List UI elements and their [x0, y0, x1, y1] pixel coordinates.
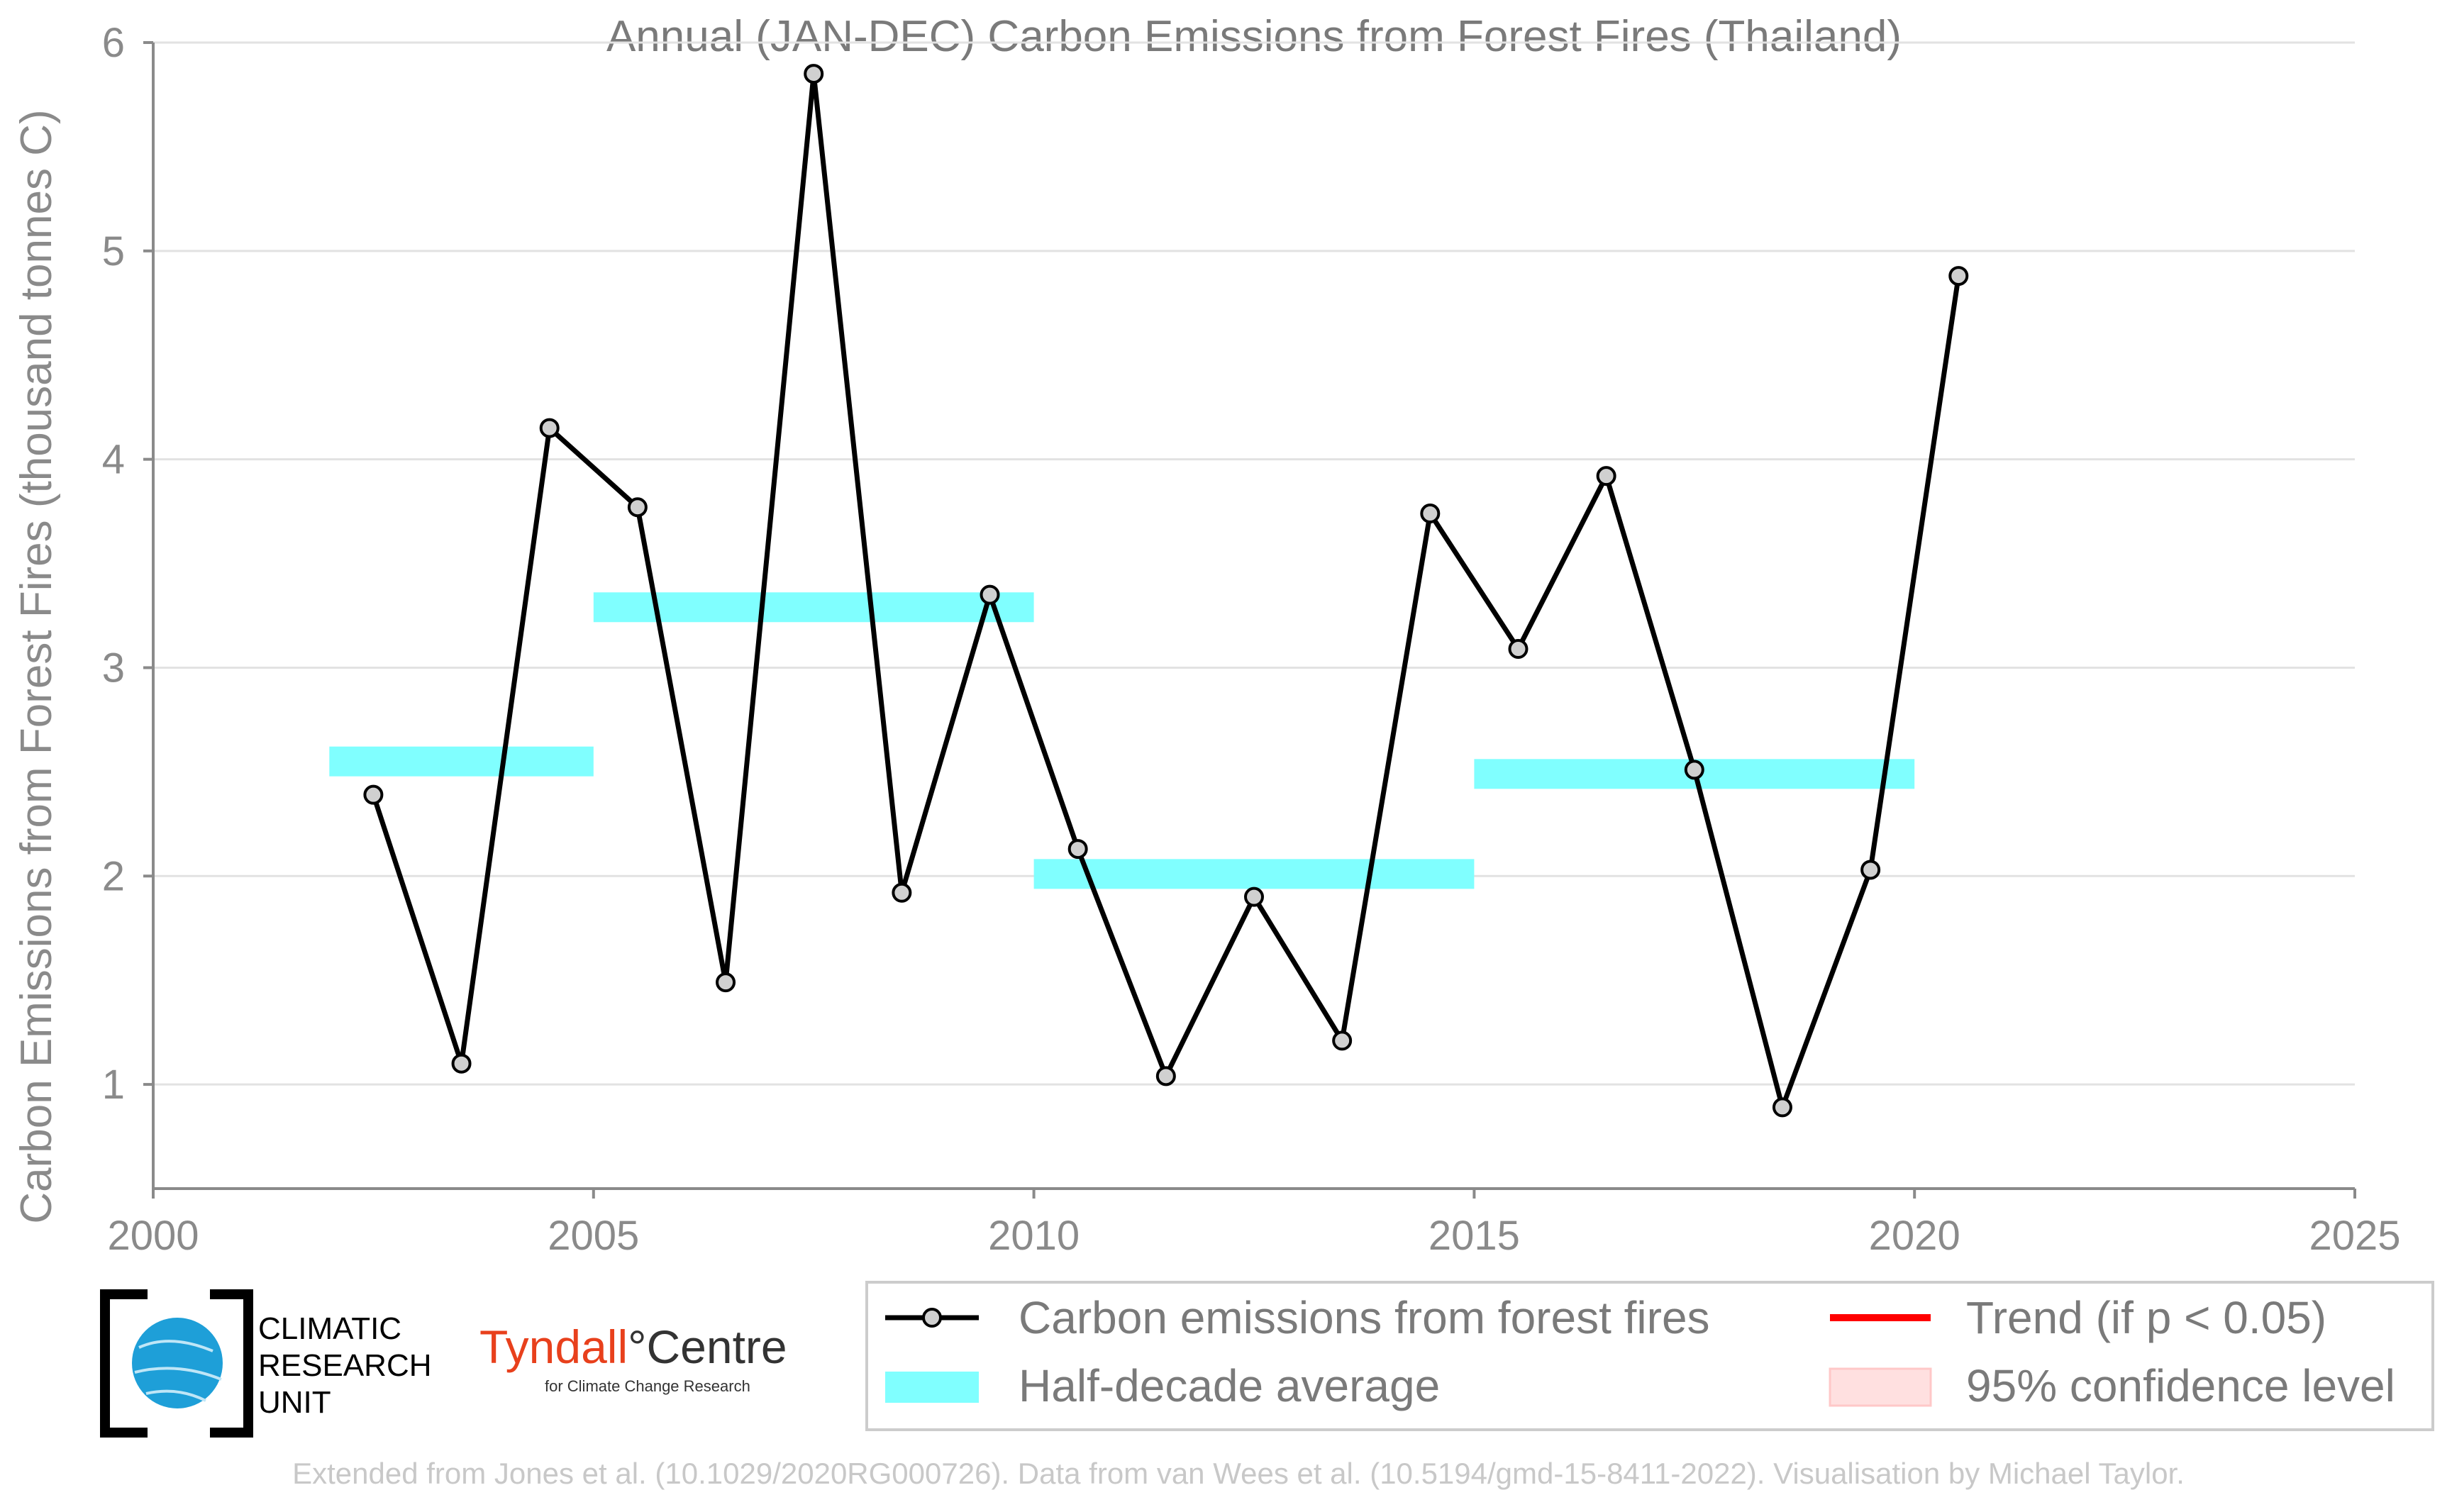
half-decade-average-bands [329, 592, 1915, 889]
legend-label-trend: Trend (if p < 0.05) [1966, 1292, 2326, 1343]
x-tick-label-2005: 2005 [548, 1213, 639, 1259]
y-tick-label-5: 5 [102, 228, 125, 274]
legend-label-half-decade: Half-decade average [1019, 1360, 1440, 1411]
tyndall-logo-name: Tyndall [479, 1321, 628, 1373]
legend-entry-emissions: Carbon emissions from forest fires [885, 1292, 1710, 1343]
legend-box [865, 1281, 2434, 1431]
data-point-2016.5 [1596, 466, 1616, 487]
chart-title: Annual (JAN-DEC) Carbon Emissions from F… [606, 12, 1902, 61]
y-tick-label-2: 2 [102, 853, 125, 899]
legend-label-confidence: 95% confidence level [1966, 1360, 2395, 1411]
tyndall-logo: Tyndall°Centre for Climate Change Resear… [479, 1321, 787, 1395]
legend-entry-confidence: 95% confidence level [1829, 1360, 2395, 1411]
cru-logo-line-3: UNIT [258, 1385, 331, 1420]
data-point-2011.5 [1155, 1066, 1176, 1086]
data-point-2007.5 [804, 64, 824, 84]
y-tick-labels: 1 2 3 4 5 6 [102, 20, 125, 1108]
data-point-2017.5 [1684, 760, 1704, 780]
x-tick-label-2010: 2010 [988, 1213, 1080, 1259]
x-tick-label-2025: 2025 [2309, 1213, 2400, 1259]
legend-entry-half-decade: Half-decade average [885, 1360, 1440, 1411]
data-point-2014.5 [1420, 504, 1441, 524]
x-tick-label-2015: 2015 [1429, 1213, 1520, 1259]
tyndall-logo-subtitle: for Climate Change Research [545, 1377, 750, 1395]
data-point-2008.5 [892, 882, 912, 903]
legend-label-emissions: Carbon emissions from forest fires [1019, 1292, 1710, 1343]
cru-logo-line-2: RESEARCH [258, 1348, 432, 1383]
data-point-2005.5 [627, 497, 648, 518]
tyndall-logo-centre: °Centre [628, 1321, 787, 1373]
legend: Carbon emissions from forest fires Trend… [865, 1281, 2434, 1431]
legend-entry-trend: Trend (if p < 0.05) [1830, 1292, 2326, 1343]
cru-logo: CLIMATIC RESEARCH UNIT [100, 1289, 432, 1438]
x-tick-label-2000: 2000 [107, 1213, 199, 1259]
half-decade-bar-1 [329, 746, 594, 777]
data-point-2006.5 [716, 972, 736, 993]
data-point-2003.5 [451, 1053, 472, 1074]
axes [143, 41, 2356, 1199]
data-point-2018.5 [1772, 1097, 1792, 1118]
half-decade-bar-3 [1033, 859, 1475, 889]
data-point-2012.5 [1244, 886, 1264, 907]
y-tick-label-4: 4 [102, 437, 125, 483]
data-point-2009.5 [980, 584, 1000, 605]
series-line-1 [371, 71, 1961, 1110]
data-point-2015.5 [1508, 639, 1529, 660]
globe-icon [132, 1318, 223, 1408]
y-tick-label-3: 3 [102, 645, 125, 691]
data-point-2002.5 [363, 784, 384, 805]
half-decade-bar-2 [593, 592, 1034, 623]
data-point-2010.5 [1067, 839, 1088, 860]
cru-logo-line-1: CLIMATIC [258, 1311, 401, 1346]
y-axis-label: Carbon Emissions from Forest Fires (thou… [12, 109, 61, 1223]
series-carbon-emissions [363, 64, 1969, 1118]
footer-credits: Extended from Jones et al. (10.1029/2020… [292, 1457, 2185, 1490]
data-point-2020.5 [1948, 266, 1969, 287]
y-tick-label-1: 1 [102, 1062, 125, 1108]
data-point-2019.5 [1860, 860, 1881, 880]
data-point-2013.5 [1332, 1030, 1353, 1051]
x-tick-labels: 2000 2005 2010 2015 2020 2025 [107, 1213, 2400, 1259]
data-point-2004.5 [539, 418, 560, 438]
gridlines [153, 41, 2355, 1086]
x-tick-label-2020: 2020 [1869, 1213, 1960, 1259]
svg-text:Tyndall°Centre: Tyndall°Centre [479, 1321, 787, 1373]
y-tick-label-6: 6 [102, 20, 125, 66]
